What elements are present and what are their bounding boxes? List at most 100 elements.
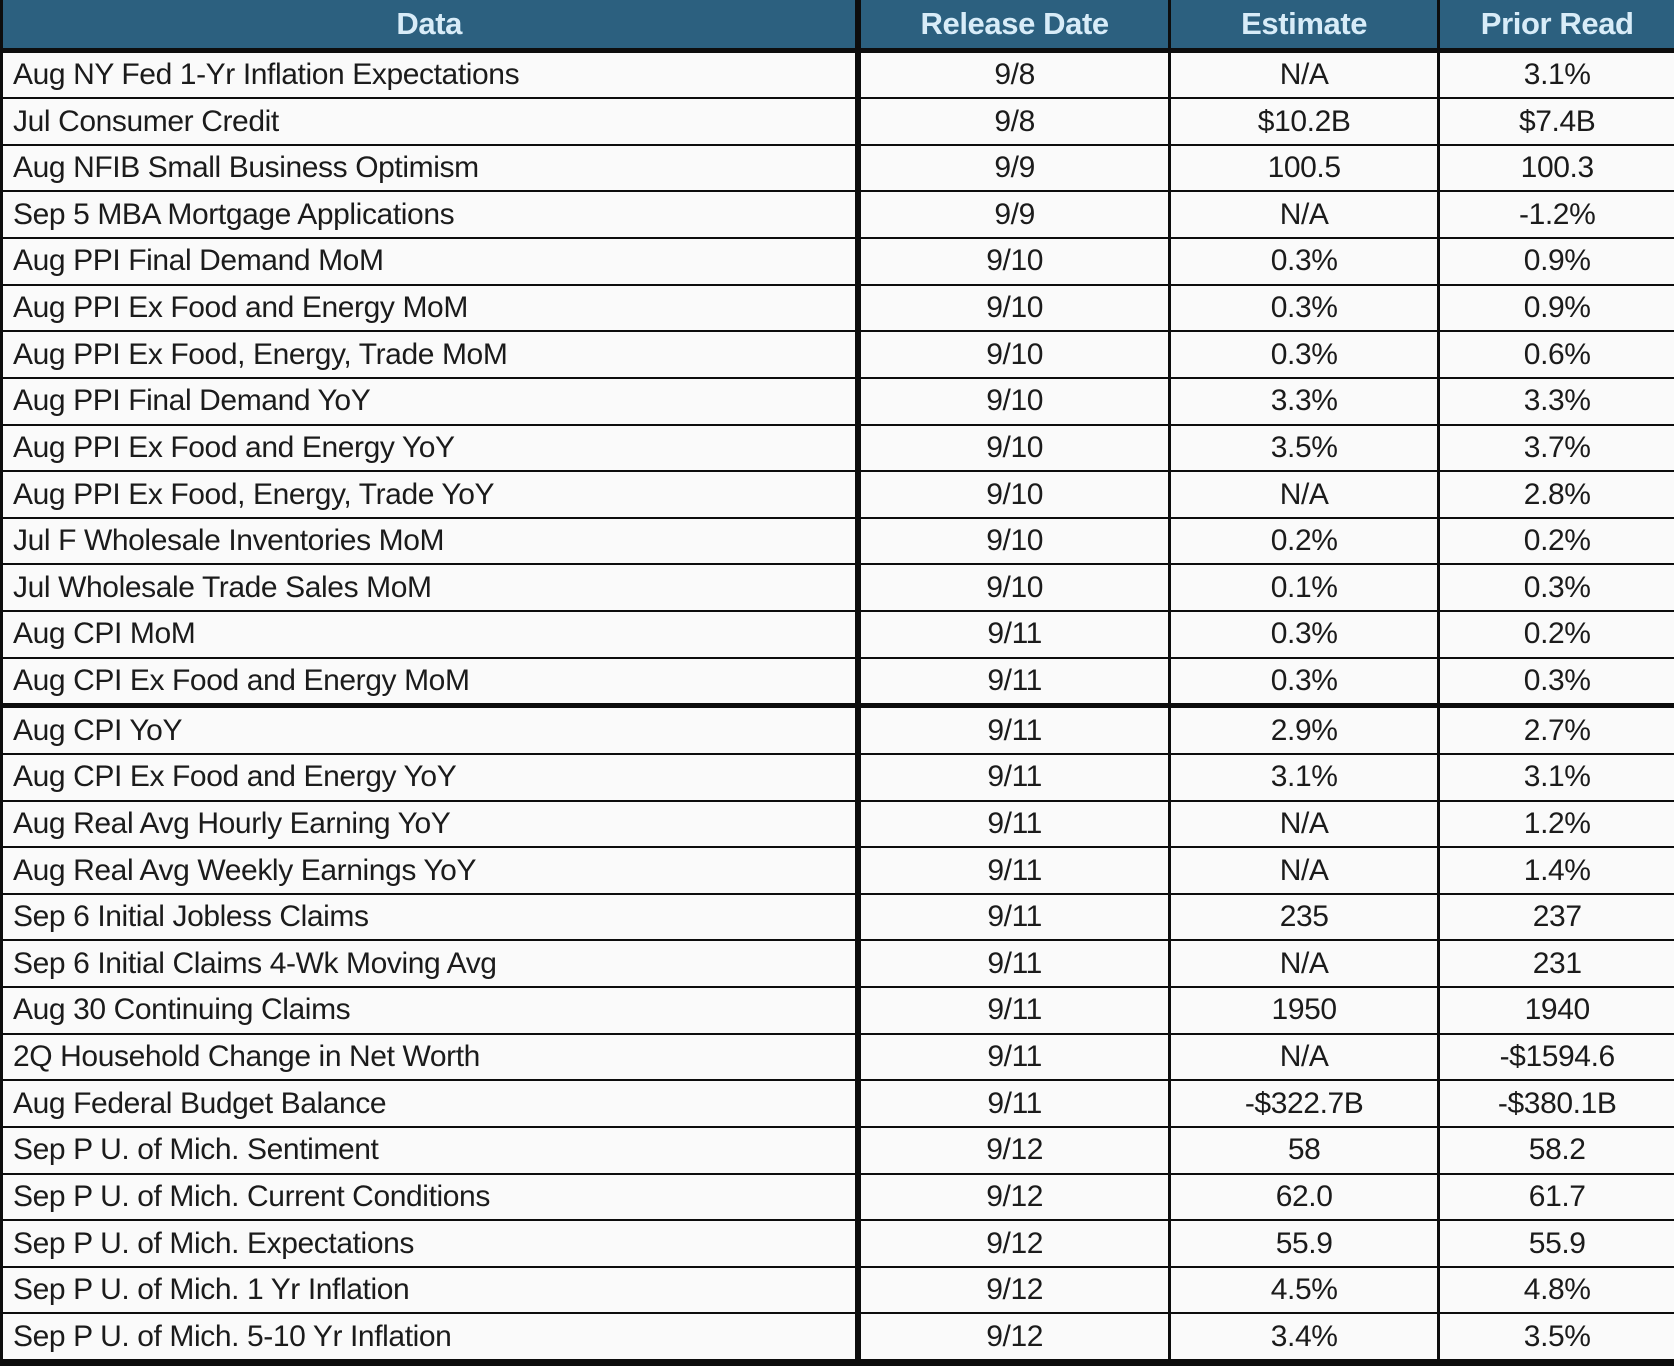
cell-prior-read: 0.9%	[1523, 291, 1591, 325]
cell-data-name: Sep 6 Initial Jobless Claims	[3, 894, 862, 940]
cell-prior-read: 3.1%	[1523, 760, 1591, 794]
table-row: Aug NY Fed 1-Yr Inflation Expectations 9…	[3, 52, 1674, 100]
cell-estimate: N/A	[1171, 1034, 1441, 1080]
cell-release-date: 9/11	[861, 708, 1171, 753]
cell-estimate: 0.1%	[1171, 565, 1441, 611]
cell-release-date: 9/12	[861, 1127, 1171, 1173]
cell-data-name: Aug Federal Budget Balance	[3, 1081, 862, 1126]
column-header-prior-read: Prior Read	[1480, 6, 1634, 42]
table-body: Aug NY Fed 1-Yr Inflation Expectations 9…	[3, 52, 1674, 1359]
cell-release-date: 9/8	[861, 52, 1171, 98]
cell-data-name: Jul Consumer Credit	[3, 99, 862, 144]
table-row: Sep 6 Initial Jobless Claims 9/11 235 23…	[3, 894, 1674, 942]
cell-release-date: 9/9	[861, 145, 1171, 191]
cell-data-name: Aug PPI Ex Food and Energy MoM	[3, 285, 862, 331]
cell-release-date: 9/10	[861, 332, 1171, 377]
table-row: Aug PPI Ex Food and Energy YoY 9/10 3.5%…	[3, 425, 1674, 473]
cell-estimate: 3.4%	[1171, 1314, 1441, 1359]
cell-data-name: Aug PPI Ex Food and Energy YoY	[3, 425, 862, 471]
cell-estimate: N/A	[1171, 472, 1441, 517]
cell-prior-read: -1.2%	[1519, 197, 1596, 231]
table-row: Aug PPI Final Demand YoY 9/10 3.3% 3.3%	[3, 378, 1674, 426]
cell-release-date: 9/8	[861, 99, 1171, 144]
cell-data-name: Jul Wholesale Trade Sales MoM	[3, 565, 862, 611]
cell-estimate: N/A	[1171, 801, 1441, 847]
cell-data-name: Sep P U. of Mich. 5-10 Yr Inflation	[3, 1314, 862, 1359]
cell-prior-read: 2.8%	[1523, 477, 1591, 511]
cell-release-date: 9/11	[861, 801, 1171, 847]
cell-data-name: Sep P U. of Mich. 1 Yr Inflation	[3, 1267, 862, 1313]
table-row: Aug Real Avg Weekly Earnings YoY 9/11 N/…	[3, 848, 1674, 895]
cell-release-date: 9/11	[861, 754, 1171, 800]
cell-data-name: Sep P U. of Mich. Sentiment	[3, 1127, 862, 1173]
cell-release-date: 9/10	[861, 518, 1171, 564]
cell-estimate: 0.2%	[1171, 518, 1441, 564]
cell-estimate: 0.3%	[1171, 612, 1441, 657]
cell-prior-read: 1.4%	[1523, 853, 1591, 887]
cell-prior-read: 4.8%	[1523, 1273, 1591, 1307]
cell-estimate: -$322.7B	[1171, 1081, 1441, 1126]
cell-estimate: 0.3%	[1171, 658, 1441, 704]
cell-estimate: 3.1%	[1171, 754, 1441, 800]
cell-data-name: Aug Real Avg Weekly Earnings YoY	[3, 848, 862, 893]
cell-estimate: 4.5%	[1171, 1267, 1441, 1313]
table-header-row: Data Release Date Estimate Prior Read	[3, 0, 1674, 53]
table-row: Aug CPI MoM 9/11 0.3% 0.2%	[3, 612, 1674, 659]
cell-release-date: 9/11	[861, 612, 1171, 657]
cell-release-date: 9/11	[861, 1081, 1171, 1126]
cell-prior-read: 231	[1532, 946, 1582, 980]
cell-prior-read: -$380.1B	[1497, 1086, 1617, 1120]
cell-estimate: 62.0	[1171, 1174, 1441, 1220]
cell-release-date: 9/10	[861, 425, 1171, 471]
table-row: Sep P U. of Mich. 1 Yr Inflation 9/12 4.…	[3, 1267, 1674, 1315]
cell-prior-read: 0.3%	[1523, 570, 1591, 604]
cell-release-date: 9/11	[861, 658, 1171, 704]
table-row: Aug CPI Ex Food and Energy YoY 9/11 3.1%…	[3, 754, 1674, 802]
cell-estimate: 55.9	[1171, 1221, 1441, 1266]
cell-prior-read: 61.7	[1528, 1179, 1586, 1213]
cell-data-name: Sep P U. of Mich. Current Conditions	[3, 1174, 862, 1220]
cell-prior-read: 1.2%	[1523, 806, 1591, 840]
cell-data-name: Sep 5 MBA Mortgage Applications	[3, 192, 862, 238]
cell-data-name: Jul F Wholesale Inventories MoM	[3, 518, 862, 564]
cell-prior-read: 0.3%	[1523, 664, 1591, 698]
table-row: Sep 6 Initial Claims 4-Wk Moving Avg 9/1…	[3, 941, 1674, 989]
cell-estimate: N/A	[1171, 52, 1441, 98]
cell-estimate: 3.5%	[1171, 425, 1441, 471]
cell-data-name: Aug CPI YoY	[3, 708, 862, 753]
table-row: 2Q Household Change in Net Worth 9/11 N/…	[3, 1034, 1674, 1082]
table-row: Sep P U. of Mich. 5-10 Yr Inflation 9/12…	[3, 1314, 1674, 1359]
cell-data-name: Aug CPI Ex Food and Energy YoY	[3, 754, 862, 800]
cell-release-date: 9/11	[861, 988, 1171, 1033]
cell-release-date: 9/10	[861, 472, 1171, 517]
cell-estimate: 1950	[1171, 988, 1441, 1033]
cell-data-name: Sep 6 Initial Claims 4-Wk Moving Avg	[3, 941, 862, 987]
cell-release-date: 9/11	[861, 1034, 1171, 1080]
table-row: Aug Federal Budget Balance 9/11 -$322.7B…	[3, 1081, 1674, 1128]
cell-prior-read: $7.4B	[1518, 104, 1596, 138]
cell-prior-read: 3.7%	[1523, 430, 1591, 464]
cell-estimate: $10.2B	[1171, 99, 1441, 144]
cell-estimate: 3.3%	[1171, 378, 1441, 424]
cell-prior-read: -$1594.6	[1499, 1040, 1616, 1074]
cell-prior-read: 55.9	[1528, 1226, 1586, 1260]
cell-release-date: 9/9	[861, 192, 1171, 238]
cell-estimate: N/A	[1171, 192, 1441, 238]
cell-prior-read: 0.2%	[1523, 524, 1591, 558]
cell-estimate: 235	[1171, 894, 1441, 940]
cell-data-name: Aug Real Avg Hourly Earning YoY	[3, 801, 862, 847]
cell-data-name: Sep P U. of Mich. Expectations	[3, 1221, 862, 1266]
cell-release-date: 9/12	[861, 1221, 1171, 1266]
cell-prior-read: 0.6%	[1523, 337, 1591, 371]
cell-prior-read: 3.1%	[1523, 57, 1591, 91]
table-row: Aug NFIB Small Business Optimism 9/9 100…	[3, 145, 1674, 193]
cell-estimate: N/A	[1171, 941, 1441, 987]
cell-estimate: 0.3%	[1171, 332, 1441, 377]
cell-release-date: 9/10	[861, 378, 1171, 424]
cell-prior-read: 3.3%	[1523, 384, 1591, 418]
table-row: Jul F Wholesale Inventories MoM 9/10 0.2…	[3, 518, 1674, 566]
column-header-estimate: Estimate	[1171, 0, 1441, 48]
cell-prior-read: 0.2%	[1523, 617, 1591, 651]
cell-data-name: Aug CPI Ex Food and Energy MoM	[3, 658, 862, 704]
